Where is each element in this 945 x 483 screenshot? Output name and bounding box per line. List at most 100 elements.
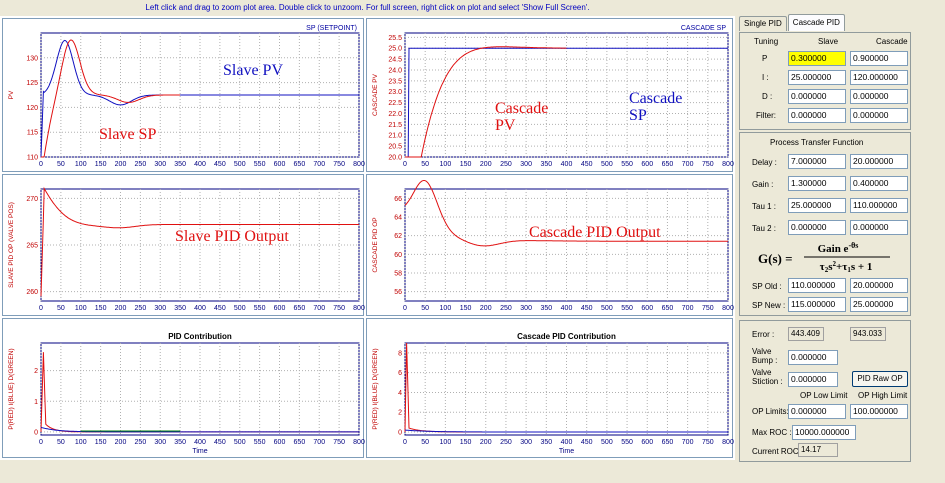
pidc-x-tick: 200 (115, 439, 127, 446)
cascadeop-frame (404, 188, 729, 302)
slave-x-tick: 50 (57, 161, 65, 168)
cascadeop-y-tick: 58 (394, 271, 402, 278)
pidc-x-label: Time (192, 448, 207, 455)
casc-x-tick: 200 (480, 439, 492, 446)
valve-bump-label: Valve Bump : (752, 347, 778, 365)
pidc-x-tick: 750 (333, 439, 345, 446)
tab-cascade-pid[interactable]: Cascade PID (787, 14, 845, 31)
casc-x-tick: 700 (682, 439, 694, 446)
cascade-legend: CASCADE SP (681, 25, 726, 32)
pidc-x-tick: 650 (294, 439, 306, 446)
tuning-header: Tuning (754, 37, 779, 46)
slave-d-field[interactable]: 0.000000 (788, 89, 846, 104)
slave-x-tick: 600 (274, 161, 286, 168)
control-panel: Single PID Cascade PID Tuning Slave Casc… (737, 0, 945, 483)
slaveop-x-tick: 350 (174, 305, 186, 312)
cascadeop-x-tick: 350 (540, 305, 552, 312)
slave-legend: SP (SETPOINT) (306, 25, 357, 32)
tab-single-pid[interactable]: Single PID (739, 16, 787, 31)
zoom-hint: Left click and drag to zoom plot area. D… (0, 0, 735, 16)
slave-sp-old-field[interactable]: 110.000000 (788, 278, 846, 293)
casc-x-tick: 150 (460, 439, 472, 446)
slave-x-tick: 750 (333, 161, 345, 168)
cascade-tau2-field[interactable]: 0.000000 (850, 220, 908, 235)
cascade-sp-label: Cascade SP (629, 90, 683, 124)
cascade-x-tick: 800 (722, 161, 734, 168)
pidc-x-tick: 300 (154, 439, 166, 446)
slave-pid-output-label: Slave PID Output (175, 228, 289, 245)
tuning-section: Tuning Slave Cascade P 0.300000 0.900000… (739, 32, 911, 130)
slave-x-tick: 350 (174, 161, 186, 168)
slave-pv-plot[interactable]: 0 50 100 150 200 250 300 350 400 450 500 550 600 650 7… (2, 18, 365, 172)
pid-raw-op-button[interactable]: PID Raw OP (852, 371, 908, 387)
max-roc-field[interactable]: 10000.000000 (792, 425, 856, 440)
current-roc-value: 14.17 (798, 443, 838, 457)
slave-pid-output-plot[interactable]: 0 50 100 150 200 250 300 350 400 450 500 550 600 650 7… (2, 174, 365, 316)
pidc-title: PID Contribution (168, 332, 232, 341)
cascade-pid-output-plot[interactable]: 0 50 100 150 200 250 300 350 400 450 500 550 600 650 7… (366, 174, 734, 316)
cascade-delay-field[interactable]: 20.000000 (850, 154, 908, 169)
valve-stiction-field[interactable]: 0.000000 (788, 372, 838, 387)
cascade-d-field[interactable]: 0.000000 (850, 89, 908, 104)
tau2-label: Tau 2 : (752, 224, 777, 233)
cascade-y-tick: 23.5 (388, 78, 402, 85)
slave-filter-field[interactable]: 0.000000 (788, 108, 846, 123)
cascadeop-x-tick: 600 (641, 305, 653, 312)
cascade-x-tick: 0 (403, 161, 407, 168)
casc-y-tick: 8 (398, 350, 402, 357)
cascadeop-y-tick: 62 (394, 233, 402, 240)
cascade-pid-contribution-plot[interactable]: 0 50 100 150 200 250 300 350 400 450 500 550 600 650 7… (366, 318, 734, 458)
cascadeop-x-tick: 250 (500, 305, 512, 312)
error-label: Error : (752, 330, 775, 339)
casc-x-tick: 750 (702, 439, 714, 446)
cascade-sp-new-field[interactable]: 25.000000 (850, 297, 908, 312)
slave-delay-field[interactable]: 7.000000 (788, 154, 846, 169)
cascade-gain-field[interactable]: 0.400000 (850, 176, 908, 191)
cascade-frame (404, 32, 729, 158)
cascade-x-tick: 350 (540, 161, 552, 168)
slave-p-field[interactable]: 0.300000 (788, 51, 846, 66)
slave-tau2-field[interactable]: 0.000000 (788, 220, 846, 235)
cascadeop-y-tick: 56 (394, 289, 402, 296)
casc-y-tick: 4 (398, 390, 402, 397)
plot-area[interactable]: 0 50 100 150 200 250 300 350 400 450 500 550 600 650 7… (0, 16, 735, 460)
cascadeop-y-tick: 60 (394, 252, 402, 259)
cascadeop-x-tick: 550 (621, 305, 633, 312)
pid-contribution-plot[interactable]: 0 50 100 150 200 250 300 350 400 450 500 550 600 650 7… (2, 318, 365, 458)
sp-new-label: SP New : (752, 301, 786, 310)
slave-gain-field[interactable]: 1.300000 (788, 176, 846, 191)
cascade-x-tick: 50 (421, 161, 429, 168)
cascade-sp-old-field[interactable]: 20.000000 (850, 278, 908, 293)
op-high-limit-field[interactable]: 100.000000 (850, 404, 908, 419)
slave-i-field[interactable]: 25.000000 (788, 70, 846, 85)
slave-pv-line (41, 39, 181, 158)
valve-bump-field[interactable]: 0.000000 (788, 350, 838, 365)
svg-text:G(s) =: G(s) = (758, 251, 793, 266)
cascadeop-x-tick: 100 (440, 305, 452, 312)
slave-sp-new-field[interactable]: 115.000000 (788, 297, 846, 312)
cascade-i-field[interactable]: 120.000000 (850, 70, 908, 85)
cascadeop-x-tick: 450 (581, 305, 593, 312)
casc-x-tick: 350 (540, 439, 552, 446)
casc-x-tick: 450 (581, 439, 593, 446)
slave-y-tick: 130 (26, 55, 38, 62)
op-low-limit-field[interactable]: 0.000000 (788, 404, 846, 419)
cascade-tau1-field[interactable]: 110.000000 (850, 198, 908, 213)
tau1-label: Tau 1 : (752, 202, 777, 211)
cascade-x-tick: 400 (561, 161, 573, 168)
delay-label: Delay : (752, 158, 777, 167)
pidc-x-tick: 100 (75, 439, 87, 446)
cascade-x-tick: 600 (641, 161, 653, 168)
slave-tau1-field[interactable]: 25.000000 (788, 198, 846, 213)
slave-y-label: PV (8, 90, 15, 99)
cascadeop-x-tick: 50 (421, 305, 429, 312)
cascade-filter-field[interactable]: 0.000000 (850, 108, 908, 123)
cascade-p-field[interactable]: 0.900000 (850, 51, 908, 66)
cascade-x-tick: 750 (702, 161, 714, 168)
tab-bar: Single PID Cascade PID (739, 14, 846, 32)
cascade-y-tick: 25.5 (388, 35, 402, 42)
casc-x-tick: 250 (500, 439, 512, 446)
slave-error-value: 443.409 (788, 327, 824, 341)
slave-x-tick: 250 (135, 161, 147, 168)
cascade-pv-plot[interactable]: 0 50 100 150 200 250 300 350 400 450 500 550 600 650 7… (366, 18, 734, 172)
